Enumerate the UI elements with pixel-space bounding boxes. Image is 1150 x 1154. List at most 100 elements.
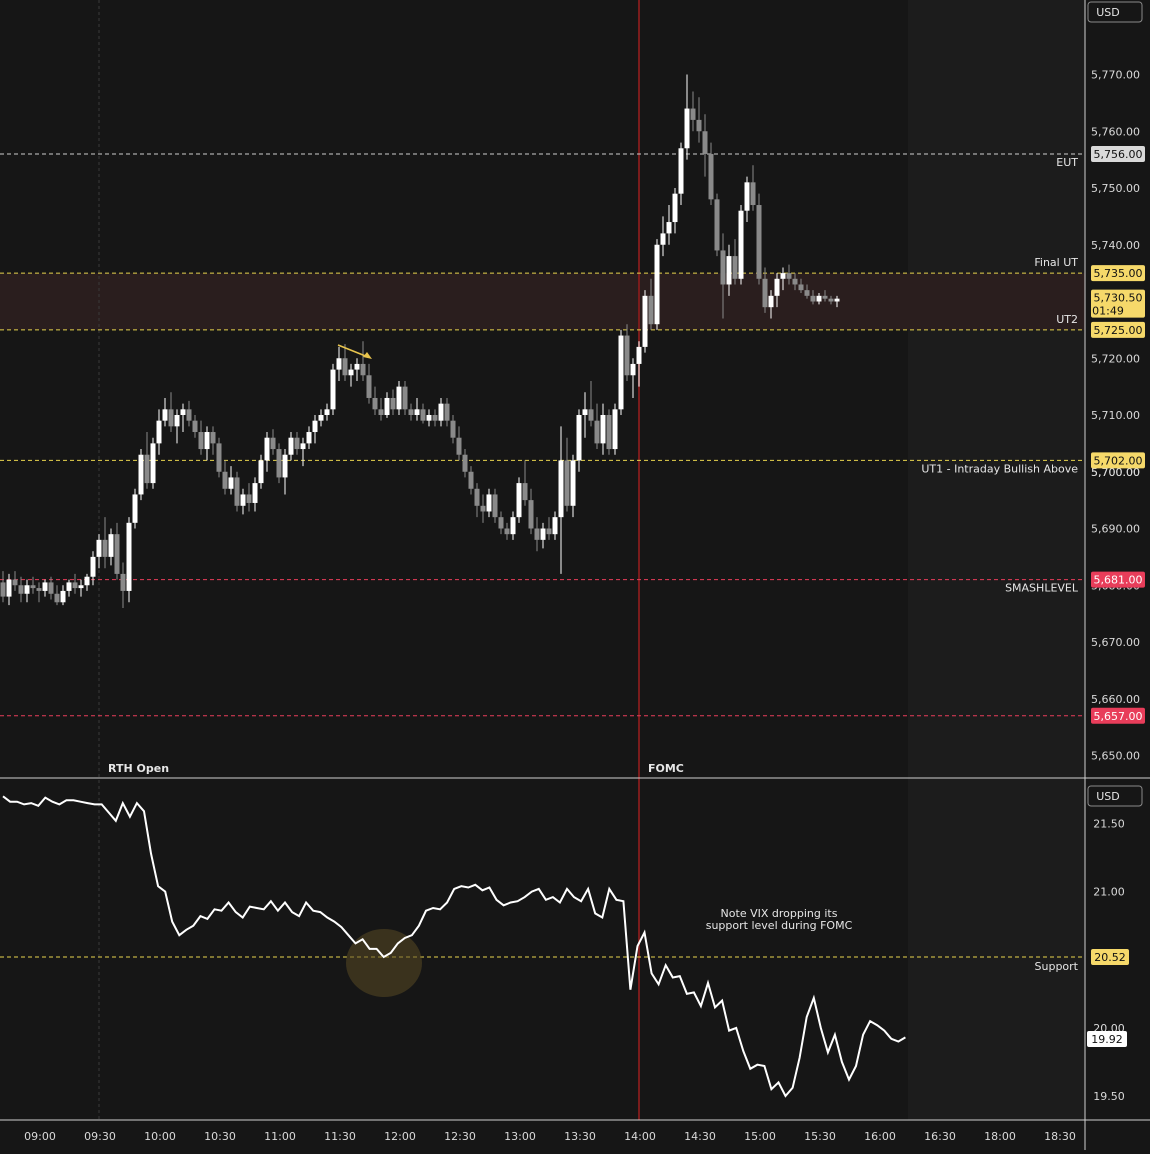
candle-body [216, 443, 222, 472]
candle-body [276, 449, 282, 478]
rth-open-label: RTH Open [108, 762, 169, 775]
candle-body [348, 369, 354, 376]
time-tick-label: 12:00 [384, 1130, 416, 1143]
candle-body [606, 415, 612, 450]
candle-body [612, 409, 618, 450]
level-label: UT2 [1056, 313, 1078, 326]
currency-box-bottom[interactable] [1087, 785, 1143, 807]
candle-body [618, 335, 624, 410]
candle-body [780, 273, 786, 279]
candle-body [774, 278, 780, 296]
candle-body [672, 193, 678, 223]
vix-note-line-2: support level during FOMC [706, 919, 853, 932]
candle-body [36, 588, 42, 591]
time-tick-label: 09:00 [24, 1130, 56, 1143]
candle-body [90, 556, 96, 577]
level-price-tag-text: 5,735.00 [1094, 267, 1143, 280]
vix-tick-label: 21.50 [1093, 818, 1125, 831]
candle-body [132, 494, 138, 523]
current-price-tag [1091, 289, 1145, 318]
candle-body [498, 517, 504, 529]
candle-body [426, 415, 432, 421]
vix-series-line [2, 795, 906, 1098]
candle-body [162, 409, 168, 421]
level-label: Final UT [1034, 256, 1078, 269]
time-tick-label: 14:00 [624, 1130, 656, 1143]
candle-body [282, 454, 288, 478]
candle-body [792, 278, 798, 285]
candle-body [372, 397, 378, 410]
vix-tick-label: 21.00 [1093, 886, 1125, 899]
level-price-tag [1091, 265, 1145, 282]
currency-box-top[interactable] [1087, 1, 1143, 23]
time-tick-label: 10:00 [144, 1130, 176, 1143]
level-price-tag [1091, 707, 1145, 724]
candle-body [6, 579, 12, 597]
candle-body [318, 415, 324, 421]
time-tick-label: 10:30 [204, 1130, 236, 1143]
candle-body [144, 454, 150, 484]
vix-support-label: Support [1035, 960, 1079, 973]
candle-body [42, 582, 48, 591]
candle-body [708, 153, 714, 200]
level-label: UT1 - Intraday Bullish Above [921, 462, 1078, 475]
level-price-tag-text: 5,657.00 [1094, 710, 1143, 723]
price-tick-label: 5,740.00 [1091, 239, 1140, 252]
vix-note-line-1: Note VIX dropping its [721, 907, 838, 920]
level-price-tag [1091, 321, 1145, 338]
time-tick-label: 09:30 [84, 1130, 116, 1143]
candle-body [156, 420, 162, 444]
candle-body [624, 335, 630, 376]
candle-body [66, 582, 72, 591]
candle-body [402, 386, 408, 410]
candle-body [798, 284, 804, 291]
candle-body [120, 573, 126, 591]
candle-body [222, 471, 228, 489]
candle-body [726, 256, 732, 285]
level-price-tag-text: 5,681.00 [1094, 574, 1143, 587]
price-tick-label: 5,700.00 [1091, 466, 1140, 479]
candle-body [300, 443, 306, 450]
candle-body [234, 477, 240, 506]
candle-body [342, 358, 348, 376]
target-zone [0, 273, 1085, 330]
candle-body [354, 363, 360, 370]
countdown-text: 01:49 [1092, 305, 1124, 318]
candle-body [588, 409, 594, 421]
candle-body [54, 593, 60, 603]
candle-body [114, 534, 120, 574]
level-price-tag [1091, 145, 1145, 162]
candle-body [786, 273, 792, 279]
vix-last-tag-text: 19.92 [1091, 1033, 1123, 1046]
fomc-label: FOMC [648, 762, 684, 775]
candle-body [192, 420, 198, 433]
candle-body [138, 454, 144, 495]
candle-body [324, 409, 330, 415]
candle-body [456, 437, 462, 455]
support-highlight [346, 929, 422, 997]
level-price-tag-text: 5,725.00 [1094, 324, 1143, 337]
time-tick-label: 13:30 [564, 1130, 596, 1143]
candle-body [102, 539, 108, 557]
candle-body [252, 483, 258, 503]
level-label: EUT [1056, 156, 1078, 169]
candle-body [18, 585, 24, 594]
candle-body [810, 295, 816, 302]
candle-body [186, 409, 192, 421]
vix-last-tag [1087, 1031, 1127, 1047]
candle-body [30, 585, 36, 589]
candle-body [444, 403, 450, 421]
price-tick-label: 5,710.00 [1091, 409, 1140, 422]
candle-body [486, 494, 492, 512]
time-tick-label: 11:30 [324, 1130, 356, 1143]
time-tick-label: 16:30 [924, 1130, 956, 1143]
candle-body [378, 409, 384, 415]
time-tick-label: 16:00 [864, 1130, 896, 1143]
candle-body [330, 369, 336, 410]
candle-body [420, 409, 426, 421]
candle-body [546, 528, 552, 535]
time-tick-label: 18:30 [1044, 1130, 1076, 1143]
candle-body [600, 415, 606, 444]
candle-body [570, 460, 576, 506]
